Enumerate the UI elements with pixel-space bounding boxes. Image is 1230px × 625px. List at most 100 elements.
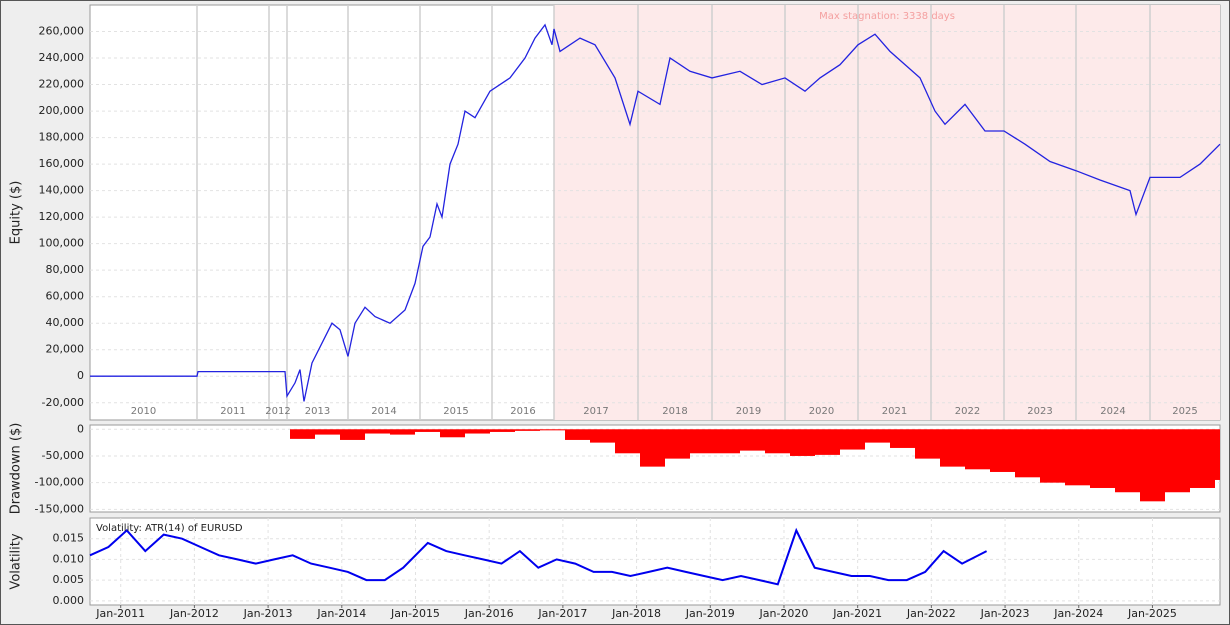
drawdown-bar bbox=[1090, 429, 1115, 488]
y-tick-label: 260,000 bbox=[39, 25, 85, 38]
x-tick-label: Jan-2013 bbox=[243, 607, 293, 620]
drawdown-bar bbox=[840, 429, 865, 450]
x-tick-label: Jan-2023 bbox=[980, 607, 1030, 620]
y-tick-label: 180,000 bbox=[39, 131, 85, 144]
x-tick-label: Jan-2012 bbox=[169, 607, 219, 620]
drawdown-bar bbox=[565, 429, 590, 440]
x-tick-label: Jan-2018 bbox=[611, 607, 661, 620]
drawdown-bar bbox=[640, 429, 665, 467]
x-tick-label: Jan-2017 bbox=[537, 607, 587, 620]
y-tick-label: 200,000 bbox=[39, 104, 85, 117]
y-tick-label: 120,000 bbox=[39, 210, 85, 223]
drawdown-bar bbox=[1015, 429, 1040, 478]
year-label: 2013 bbox=[305, 406, 330, 417]
y-axis-label: Equity ($) bbox=[9, 181, 24, 245]
year-label: 2012 bbox=[265, 406, 290, 417]
year-label: 2023 bbox=[1027, 406, 1052, 417]
drawdown-bar bbox=[890, 429, 915, 448]
y-tick-label: -100,000 bbox=[35, 476, 84, 489]
year-label: 2010 bbox=[131, 406, 156, 417]
stagnation-region bbox=[554, 5, 1220, 420]
y-tick-label: 40,000 bbox=[46, 316, 85, 329]
drawdown-bar bbox=[940, 429, 965, 467]
drawdown-bar bbox=[690, 429, 715, 454]
y-tick-label: 240,000 bbox=[39, 51, 85, 64]
year-label: 2021 bbox=[882, 406, 907, 417]
year-label: 2014 bbox=[371, 406, 396, 417]
drawdown-bar bbox=[315, 429, 340, 435]
y-axis-label: Drawdown ($) bbox=[9, 423, 24, 515]
y-tick-label: -150,000 bbox=[35, 502, 84, 515]
y-tick-label: 0.010 bbox=[53, 552, 85, 565]
series-line bbox=[90, 23, 1221, 402]
x-tick-label: Jan-2025 bbox=[1127, 607, 1177, 620]
drawdown-bar bbox=[1165, 429, 1190, 493]
x-tick-label: Jan-2022 bbox=[906, 607, 956, 620]
y-tick-label: 0.000 bbox=[53, 594, 85, 607]
drawdown-bar bbox=[340, 429, 365, 440]
drawdown-bar bbox=[1115, 429, 1140, 493]
drawdown-bar bbox=[865, 429, 890, 443]
drawdown-bar bbox=[1065, 429, 1090, 486]
x-tick-label: Jan-2021 bbox=[832, 607, 882, 620]
x-tick-label: Jan-2015 bbox=[390, 607, 440, 620]
x-tick-label: Jan-2016 bbox=[464, 607, 514, 620]
y-tick-label: 0.005 bbox=[53, 573, 85, 586]
drawdown-bar bbox=[1215, 429, 1220, 480]
drawdown-bar bbox=[615, 429, 640, 454]
drawdown-bar bbox=[815, 429, 840, 455]
drawdown-bar bbox=[490, 429, 515, 432]
year-label: 2016 bbox=[510, 406, 535, 417]
drawdown-bar bbox=[590, 429, 615, 443]
drawdown-bar bbox=[1190, 429, 1215, 488]
y-tick-label: 140,000 bbox=[39, 184, 85, 197]
x-tick-label: Jan-2020 bbox=[759, 607, 809, 620]
drawdown-bar bbox=[990, 429, 1015, 472]
series-line bbox=[89, 527, 988, 586]
year-label: 2020 bbox=[809, 406, 834, 417]
y-tick-label: 20,000 bbox=[46, 343, 85, 356]
drawdown-bar bbox=[1040, 429, 1065, 483]
year-label: 2017 bbox=[583, 406, 608, 417]
drawdown-bar bbox=[465, 429, 490, 434]
plot-area bbox=[89, 517, 1221, 606]
x-tick-label: Jan-2019 bbox=[685, 607, 735, 620]
y-tick-label: 0 bbox=[77, 369, 84, 382]
y-tick-label: 160,000 bbox=[39, 157, 85, 170]
y-tick-label: 220,000 bbox=[39, 78, 85, 91]
y-tick-label: 80,000 bbox=[46, 263, 85, 276]
y-tick-label: 0.015 bbox=[53, 532, 85, 545]
x-tick-label: Jan-2014 bbox=[316, 607, 366, 620]
drawdown-bar bbox=[1140, 429, 1165, 502]
y-tick-label: 100,000 bbox=[39, 237, 85, 250]
year-label: 2018 bbox=[662, 406, 687, 417]
drawdown-bar bbox=[665, 429, 690, 459]
drawdown-bar bbox=[390, 429, 415, 435]
drawdown-bar bbox=[515, 429, 540, 431]
y-tick-label: 0 bbox=[77, 422, 84, 435]
drawdown-bar bbox=[915, 429, 940, 459]
drawdown-bar bbox=[715, 429, 740, 454]
year-label: 2025 bbox=[1172, 406, 1197, 417]
drawdown-bar bbox=[440, 429, 465, 438]
year-label: 2011 bbox=[220, 406, 245, 417]
y-axis-label: Volatility bbox=[9, 533, 24, 589]
x-tick-label: Jan-2024 bbox=[1053, 607, 1103, 620]
year-label: 2024 bbox=[1100, 406, 1125, 417]
year-label: 2022 bbox=[955, 406, 980, 417]
drawdown-bar bbox=[365, 429, 390, 434]
y-tick-label: 60,000 bbox=[46, 290, 85, 303]
y-tick-label: -20,000 bbox=[42, 396, 84, 409]
drawdown-bar bbox=[740, 429, 765, 451]
year-label: 2015 bbox=[443, 406, 468, 417]
annotation: Max stagnation: 3338 days bbox=[819, 11, 955, 22]
drawdown-bar bbox=[540, 429, 565, 431]
drawdown-bar bbox=[415, 429, 440, 432]
year-label: 2019 bbox=[736, 406, 761, 417]
drawdown-bar bbox=[790, 429, 815, 456]
drawdown-bar bbox=[765, 429, 790, 454]
x-tick-label: Jan-2011 bbox=[95, 607, 145, 620]
drawdown-bar bbox=[290, 429, 315, 439]
y-tick-label: -50,000 bbox=[42, 449, 84, 462]
